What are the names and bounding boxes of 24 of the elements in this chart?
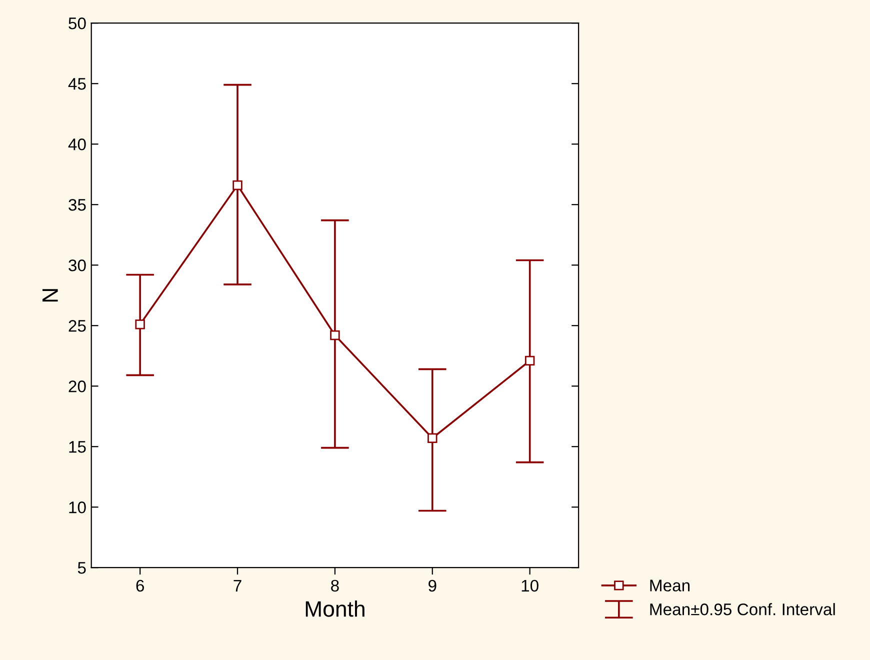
y-tick-label: 40: [68, 138, 86, 150]
point: [428, 433, 438, 443]
y-tick-label: 10: [69, 502, 86, 514]
x-axis-title: Month: [306, 600, 364, 617]
point: [232, 180, 242, 190]
y-axis-title: N: [42, 289, 58, 302]
x-tick-label: 6: [136, 580, 144, 592]
legend-label: Mean: [650, 580, 690, 592]
y-tick-label: 50: [68, 18, 86, 30]
text: Mean±0.95 Conf. Interval: [650, 603, 835, 616]
y-tick-label: 30: [68, 260, 86, 272]
point: [524, 356, 535, 366]
point: [330, 330, 340, 340]
x-tick-label: 10: [522, 580, 538, 592]
y-tick-label: 20: [68, 380, 86, 392]
x-tick-label: 7: [234, 580, 242, 592]
y-tick-label: 35: [68, 199, 86, 211]
x-tick-label: 8: [331, 580, 339, 592]
y-tick-label: 25: [68, 320, 86, 332]
point: [135, 320, 145, 330]
x-tick-label: 9: [428, 580, 436, 592]
y-tick-label: 5: [78, 562, 86, 574]
y-tick-label: 45: [68, 78, 86, 90]
y-tick-label: 15: [69, 441, 86, 453]
